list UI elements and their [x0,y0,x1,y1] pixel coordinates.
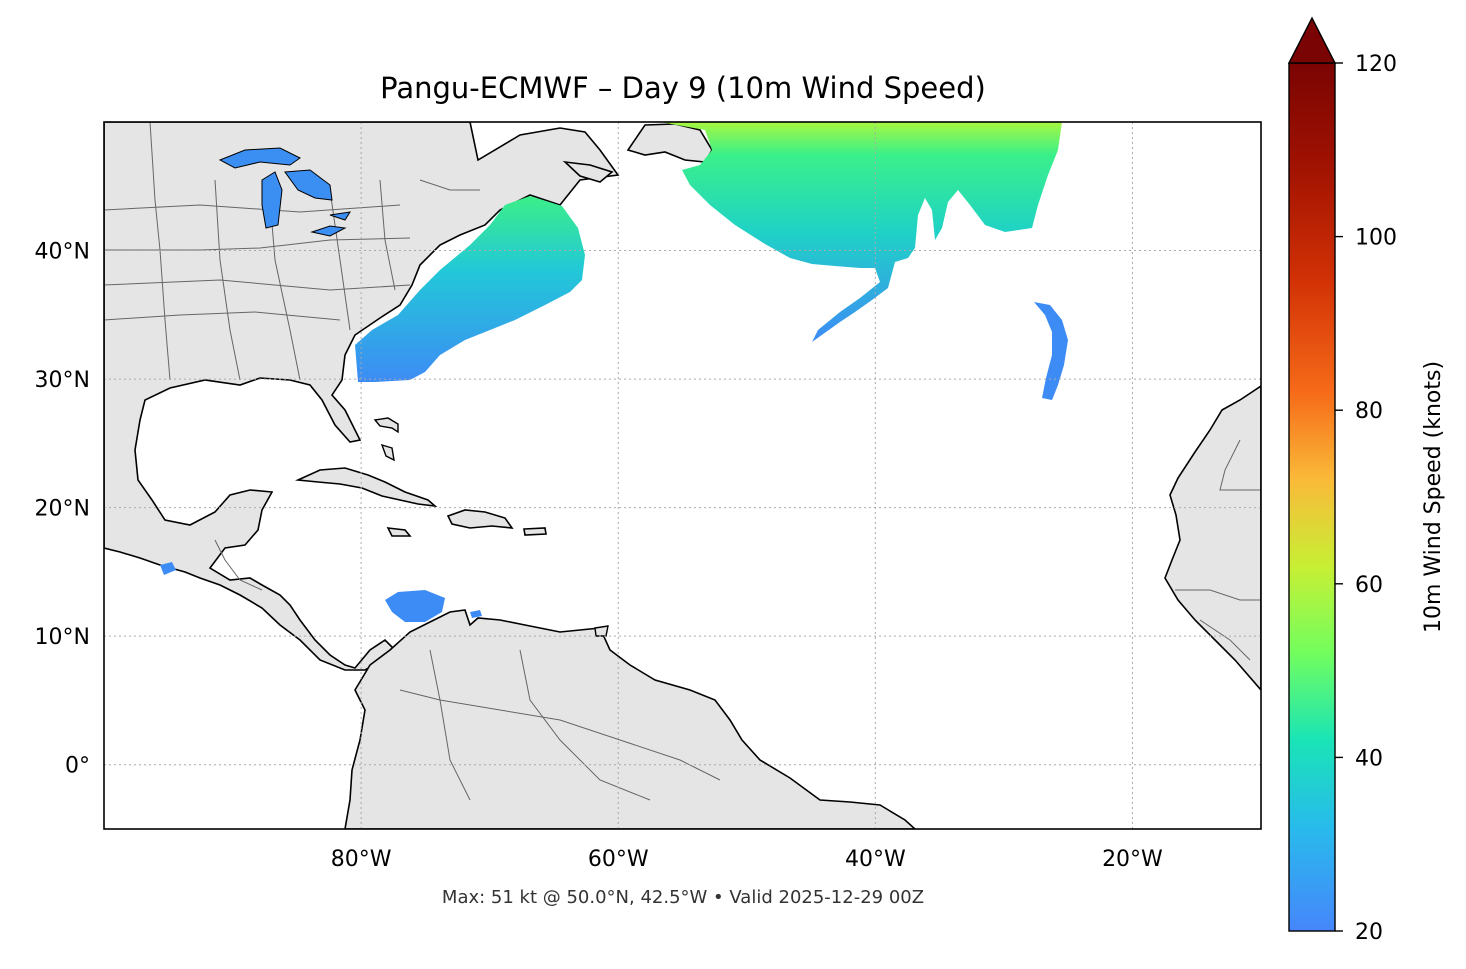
lon-tick-label: 20°W [1102,847,1163,872]
land-bahamas [373,417,399,462]
land-cuba [294,467,438,508]
lon-tick-label: 40°W [845,847,906,872]
footer-note: Max: 51 kt @ 50.0°N, 42.5°W • Valid 2025… [442,887,924,908]
map-panel [104,122,1261,829]
colorbar-ticks: 20 40 60 80 100 120 [1335,52,1397,945]
land-jamaica [386,527,412,537]
wind-speed-field [160,122,1068,622]
colorbar-tick-label: 20 [1355,920,1383,945]
wind-region-north-atlantic [660,122,1062,342]
lat-tick-label: 20°N [35,497,90,522]
colorbar-extend-arrow [1287,16,1337,64]
colorbar-tick-label: 40 [1355,746,1383,771]
lon-tick-label: 60°W [588,847,649,872]
borders [104,122,1261,801]
colorbar-tick-label: 80 [1355,399,1383,424]
land-hispaniola [446,509,514,529]
colorbar-gradient [1288,62,1336,932]
lon-tick-label: 80°W [331,847,392,872]
land-africa [1164,385,1261,692]
wind-region-us-east-coast [355,196,585,382]
lat-tick-label: 0° [65,754,90,779]
lat-tick-label: 40°N [35,240,90,265]
wind-region-mid-atlantic [1034,302,1068,400]
lat-axis: 40°N 30°N 20°N 10°N 0° [35,240,90,779]
map-title: Pangu-ECMWF – Day 9 (10m Wind Speed) [380,71,986,105]
land-puerto-rico [523,527,547,536]
wind-region-pacific-gulf [160,562,176,575]
colorbar-tick-label: 60 [1355,573,1383,598]
land-north-america [104,122,620,671]
colorbar-tick-label: 120 [1355,52,1397,77]
great-lakes [218,147,351,237]
land-south-america [344,609,917,829]
colorbar-tick-label: 100 [1355,226,1397,251]
land-nova-scotia [562,160,614,183]
colorbar-label: 10m Wind Speed (knots) [1421,361,1446,633]
colorbar: 20 40 60 80 100 120 10m Wind Speed (knots) [1287,16,1446,945]
wind-region-tiny [470,610,482,618]
lat-tick-label: 10°N [35,625,90,650]
land-trinidad [594,625,609,637]
lon-axis: 80°W 60°W 40°W 20°W [331,847,1163,872]
map-frame [103,121,1262,830]
lat-tick-label: 30°N [35,368,90,393]
wind-region-caribbean [385,590,445,622]
